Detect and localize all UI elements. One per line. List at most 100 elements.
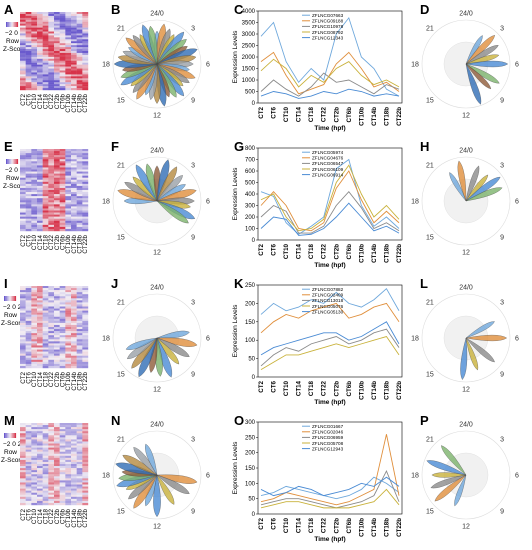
heatmap-cell [25,464,32,467]
heatmap-cell [48,82,55,85]
heatmap-cell [48,298,55,301]
heatmap-cell [20,302,26,305]
heatmap-cell [71,349,77,352]
heatmap-cell [31,331,38,334]
heatmap-cell [48,441,55,444]
heatmap-cell [20,339,26,342]
heatmap-cell [20,84,26,87]
heatmap-cell [76,478,83,481]
legend-scale-label: −2 0 2 [3,304,22,311]
heatmap-cell [48,52,55,56]
heatmap-cell [37,482,43,485]
heatmap-cell [48,66,55,69]
heatmap-cell [37,478,43,481]
heatmap-cell [37,200,43,203]
clock-label: 6 [515,199,519,206]
legend-entry: ZFLNCG10978 [312,24,344,29]
heatmap-cell [31,300,38,303]
heatmap-cell [48,363,55,367]
heatmap-cell [71,492,77,495]
x-tick-label: CT14b [371,518,378,537]
heatmap-cell [31,443,38,446]
heatmap-cell [25,13,32,17]
clock-label: 3 [191,25,195,32]
heatmap-cell [82,337,89,340]
heatmap-cell [54,318,60,322]
heatmap-cell [25,327,32,330]
heatmap-cell [82,484,89,487]
heatmap-cell [54,361,60,365]
rose-ring-outer [421,156,511,246]
heatmap-cell [42,439,49,442]
heatmap-cell [82,302,89,305]
heatmap-cell [25,457,32,461]
heatmap-cell [25,322,32,326]
heatmap-tick-label: CT14b [71,234,78,253]
heatmap-cell [31,441,38,444]
heatmap-cell [37,435,43,438]
heatmap-cell [54,486,60,489]
heatmap-cell [82,222,89,226]
heatmap-cell [48,70,55,73]
heatmap-cell [20,200,26,203]
heatmap-cell [59,202,66,205]
heatmap-cell [25,304,32,307]
heatmap-cell [20,343,26,346]
heatmap-cell [82,29,89,32]
heatmap-cell [82,198,89,201]
heatmap-cell [25,351,32,354]
heatmap-cell [31,151,38,154]
x-tick-label: CT6 [271,243,278,255]
heatmap-cell [76,212,83,215]
heatmap-cell [42,337,49,340]
heatmap-cell [42,204,49,207]
heatmap-cell [25,204,32,207]
heatmap-cell [76,216,83,219]
heatmap-cell [54,431,60,434]
clock-label: 24/0 [150,285,164,292]
heatmap-cell [42,78,49,81]
heatmap-cell [65,19,72,22]
heatmap-cell [59,363,66,367]
heatmap-cell [25,292,32,295]
clock-label: 9 [500,372,504,379]
panel-letter: F [111,139,119,154]
heatmap-cell [25,470,32,473]
heatmap-cell [54,290,60,293]
heatmap-cell [65,212,72,215]
heatmap-cell [48,427,55,430]
heatmap-cell [65,318,72,322]
heatmap-cell [48,173,55,176]
heatmap-cell [54,84,60,87]
heatmap-cell [20,312,26,315]
heatmap-cell [71,292,77,295]
heatmap-cell [31,310,38,313]
heatmap-cell [71,480,77,483]
heatmap-cell [20,449,26,452]
heatmap-cell [25,84,32,87]
heatmap-cell [42,302,49,305]
heatmap-cell [82,347,89,350]
legend-swatch [12,22,14,27]
heatmap-cell [65,327,72,330]
heatmap-cell [20,192,26,195]
x-tick-label: CT14 [296,243,303,259]
heatmap-cell [65,78,72,81]
heatmap-cell [59,457,66,461]
heatmap-cell [48,461,55,465]
heatmap-cell [65,470,72,473]
heatmap-cell [37,181,43,185]
heatmap-cell [59,212,66,215]
heatmap-cell [42,88,49,91]
heatmap-cell [37,486,43,489]
heatmap-cell [59,312,66,315]
heatmap-cell [37,298,43,301]
heatmap-cell [65,316,72,319]
rose-petal [431,472,467,478]
heatmap-cell [37,228,43,232]
legend-entry: ZFLNCG05708 [312,441,344,446]
heatmap-cell [71,39,77,42]
heatmap-cell [48,72,55,75]
heatmap-cell [59,196,66,199]
